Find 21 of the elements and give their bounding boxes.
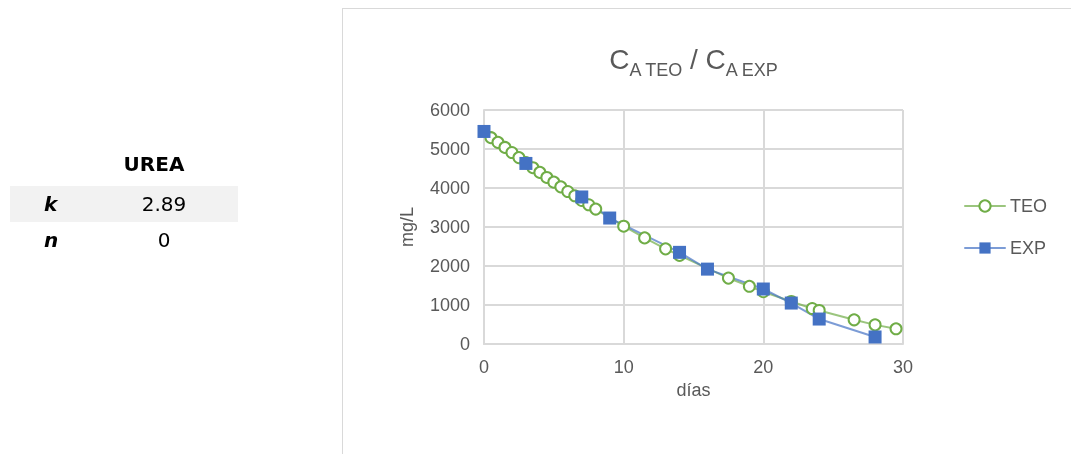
x-tick-label: 20 [753, 357, 774, 377]
text: 0 [156, 228, 172, 252]
x-tick-label: 30 [892, 357, 914, 377]
y-axis-title: mg/L [397, 206, 417, 248]
text: 2.89 [140, 192, 188, 216]
text: k [43, 192, 59, 216]
x-axis-title: días [676, 379, 711, 400]
x-tick-label: 0 [478, 357, 490, 377]
y-tick-label: 5000 [429, 139, 470, 159]
y-tick-label: 0 [459, 334, 470, 354]
y-tick-label: 4000 [429, 178, 470, 198]
legend-label: EXP [1010, 238, 1047, 258]
y-tick-label: 1000 [429, 295, 470, 315]
y-tick-label: 3000 [429, 217, 470, 237]
y-tick-label: 2000 [429, 256, 470, 276]
x-tick-label: 10 [613, 357, 634, 377]
text: UREA [122, 152, 186, 178]
text: n [43, 228, 60, 252]
y-tick-label: 6000 [429, 100, 470, 120]
legend-label: TEO [1010, 196, 1048, 216]
chart-title: C$_{A TEO}$ / C$_{A EXP}$ [608, 44, 779, 81]
